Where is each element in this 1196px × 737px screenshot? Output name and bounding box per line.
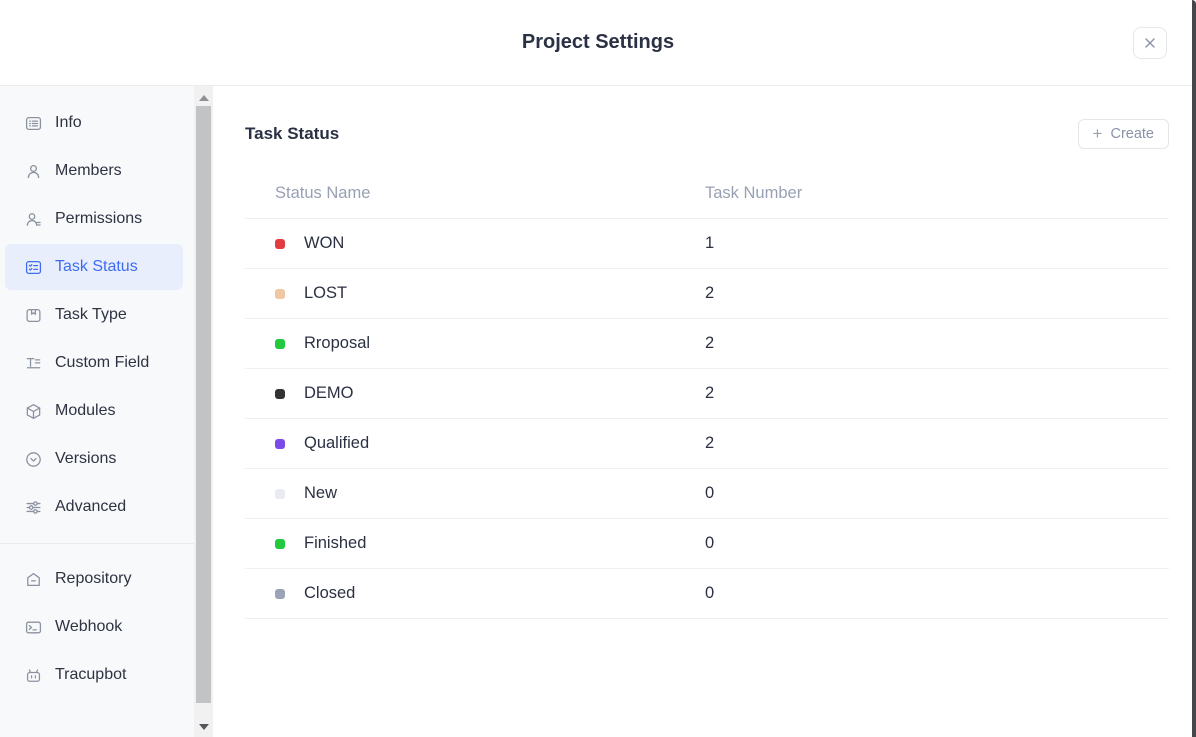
task-number-value: 2 bbox=[705, 384, 715, 402]
status-row-demo[interactable]: DEMO 2 bbox=[245, 369, 1169, 419]
tracupbot-icon bbox=[25, 667, 42, 684]
scrollbar-down-arrow-icon[interactable] bbox=[198, 724, 209, 730]
page-title: Project Settings bbox=[521, 31, 675, 53]
sidebar-item-webhook[interactable]: Webhook bbox=[5, 604, 183, 650]
sidebar-item-repository[interactable]: Repository bbox=[5, 556, 183, 602]
sidebar-item-members[interactable]: Members bbox=[5, 148, 183, 194]
table-header-row: Status Name Task Number bbox=[245, 169, 1169, 219]
status-color-dot bbox=[275, 388, 285, 399]
sidebar-item-task-status[interactable]: Task Status bbox=[5, 244, 183, 290]
task-status-icon bbox=[25, 259, 42, 276]
status-color-dot bbox=[275, 538, 285, 549]
sidebar-item-versions[interactable]: Versions bbox=[5, 436, 183, 482]
task-number-value: 0 bbox=[705, 534, 715, 552]
status-color-dot bbox=[275, 338, 285, 349]
status-name: WON bbox=[304, 234, 345, 252]
task-number-value: 0 bbox=[705, 484, 715, 502]
create-button-label: Create bbox=[1110, 125, 1154, 142]
status-color-dot bbox=[275, 238, 285, 249]
column-header-status-name: Status Name bbox=[275, 184, 371, 202]
modules-icon bbox=[25, 403, 42, 420]
status-row-finished[interactable]: Finished 0 bbox=[245, 519, 1169, 569]
sidebar-item-task-type[interactable]: Task Type bbox=[5, 292, 183, 338]
section-title: Task Status bbox=[245, 123, 340, 143]
close-button[interactable] bbox=[1133, 27, 1167, 59]
task-number-value: 0 bbox=[705, 584, 715, 602]
create-button[interactable]: + Create bbox=[1077, 118, 1169, 149]
column-header-task-number: Task Number bbox=[705, 184, 803, 202]
repository-icon bbox=[25, 571, 42, 588]
sidebar-item-info[interactable]: Info bbox=[5, 100, 183, 146]
task-type-icon bbox=[25, 307, 42, 324]
plus-icon: + bbox=[1092, 124, 1103, 143]
settings-sidebar: Info Members Permissions Task Status Tas… bbox=[0, 86, 194, 737]
status-name: Rroposal bbox=[304, 334, 371, 352]
status-name: DEMO bbox=[304, 384, 354, 402]
status-color-dot bbox=[275, 488, 285, 499]
sidebar-scrollbar[interactable] bbox=[194, 86, 213, 737]
status-table: Status Name Task Number WON 1 LOST 2 Rro… bbox=[245, 169, 1169, 619]
modal-header: Project Settings bbox=[0, 0, 1196, 86]
status-name: New bbox=[304, 484, 338, 502]
table-body: WON 1 LOST 2 Rroposal 2 DEMO 2 Qualified… bbox=[245, 219, 1169, 619]
sidebar-item-advanced[interactable]: Advanced bbox=[5, 484, 183, 530]
task-number-value: 2 bbox=[705, 334, 715, 352]
sidebar-item-custom-field[interactable]: Custom Field bbox=[5, 340, 183, 386]
scrollbar-up-arrow-icon[interactable] bbox=[198, 95, 209, 101]
permissions-icon bbox=[25, 211, 42, 228]
status-name: Closed bbox=[304, 584, 356, 602]
status-row-rroposal[interactable]: Rroposal 2 bbox=[245, 319, 1169, 369]
info-icon bbox=[25, 115, 42, 132]
close-icon bbox=[1142, 35, 1158, 51]
sidebar-item-modules[interactable]: Modules bbox=[5, 388, 183, 434]
status-color-dot bbox=[275, 588, 285, 599]
sidebar-main-group: Info Members Permissions Task Status Tas… bbox=[0, 98, 194, 532]
window-right-edge bbox=[1192, 0, 1196, 737]
status-row-lost[interactable]: LOST 2 bbox=[245, 269, 1169, 319]
task-number-value: 1 bbox=[705, 234, 715, 252]
task-number-value: 2 bbox=[705, 284, 715, 302]
status-name: LOST bbox=[304, 284, 348, 302]
status-row-new[interactable]: New 0 bbox=[245, 469, 1169, 519]
status-color-dot bbox=[275, 438, 285, 449]
status-name: Finished bbox=[304, 534, 367, 552]
advanced-icon bbox=[25, 499, 42, 516]
scrollbar-thumb[interactable] bbox=[196, 106, 211, 703]
status-row-won[interactable]: WON 1 bbox=[245, 219, 1169, 269]
status-name: Qualified bbox=[304, 434, 370, 452]
custom-field-icon bbox=[25, 355, 42, 372]
sidebar-item-tracupbot[interactable]: Tracupbot bbox=[5, 652, 183, 698]
status-row-closed[interactable]: Closed 0 bbox=[245, 569, 1169, 619]
status-color-dot bbox=[275, 288, 285, 299]
sidebar-divider bbox=[0, 543, 194, 544]
versions-icon bbox=[25, 451, 42, 468]
sidebar-integration-group: Repository Webhook Tracupbot bbox=[0, 554, 194, 700]
webhook-icon bbox=[25, 619, 42, 636]
task-status-panel: Task Status + Create Status Name Task Nu… bbox=[213, 86, 1196, 737]
status-row-qualified[interactable]: Qualified 2 bbox=[245, 419, 1169, 469]
task-number-value: 2 bbox=[705, 434, 715, 452]
members-icon bbox=[25, 163, 42, 180]
sidebar-item-permissions[interactable]: Permissions bbox=[5, 196, 183, 242]
